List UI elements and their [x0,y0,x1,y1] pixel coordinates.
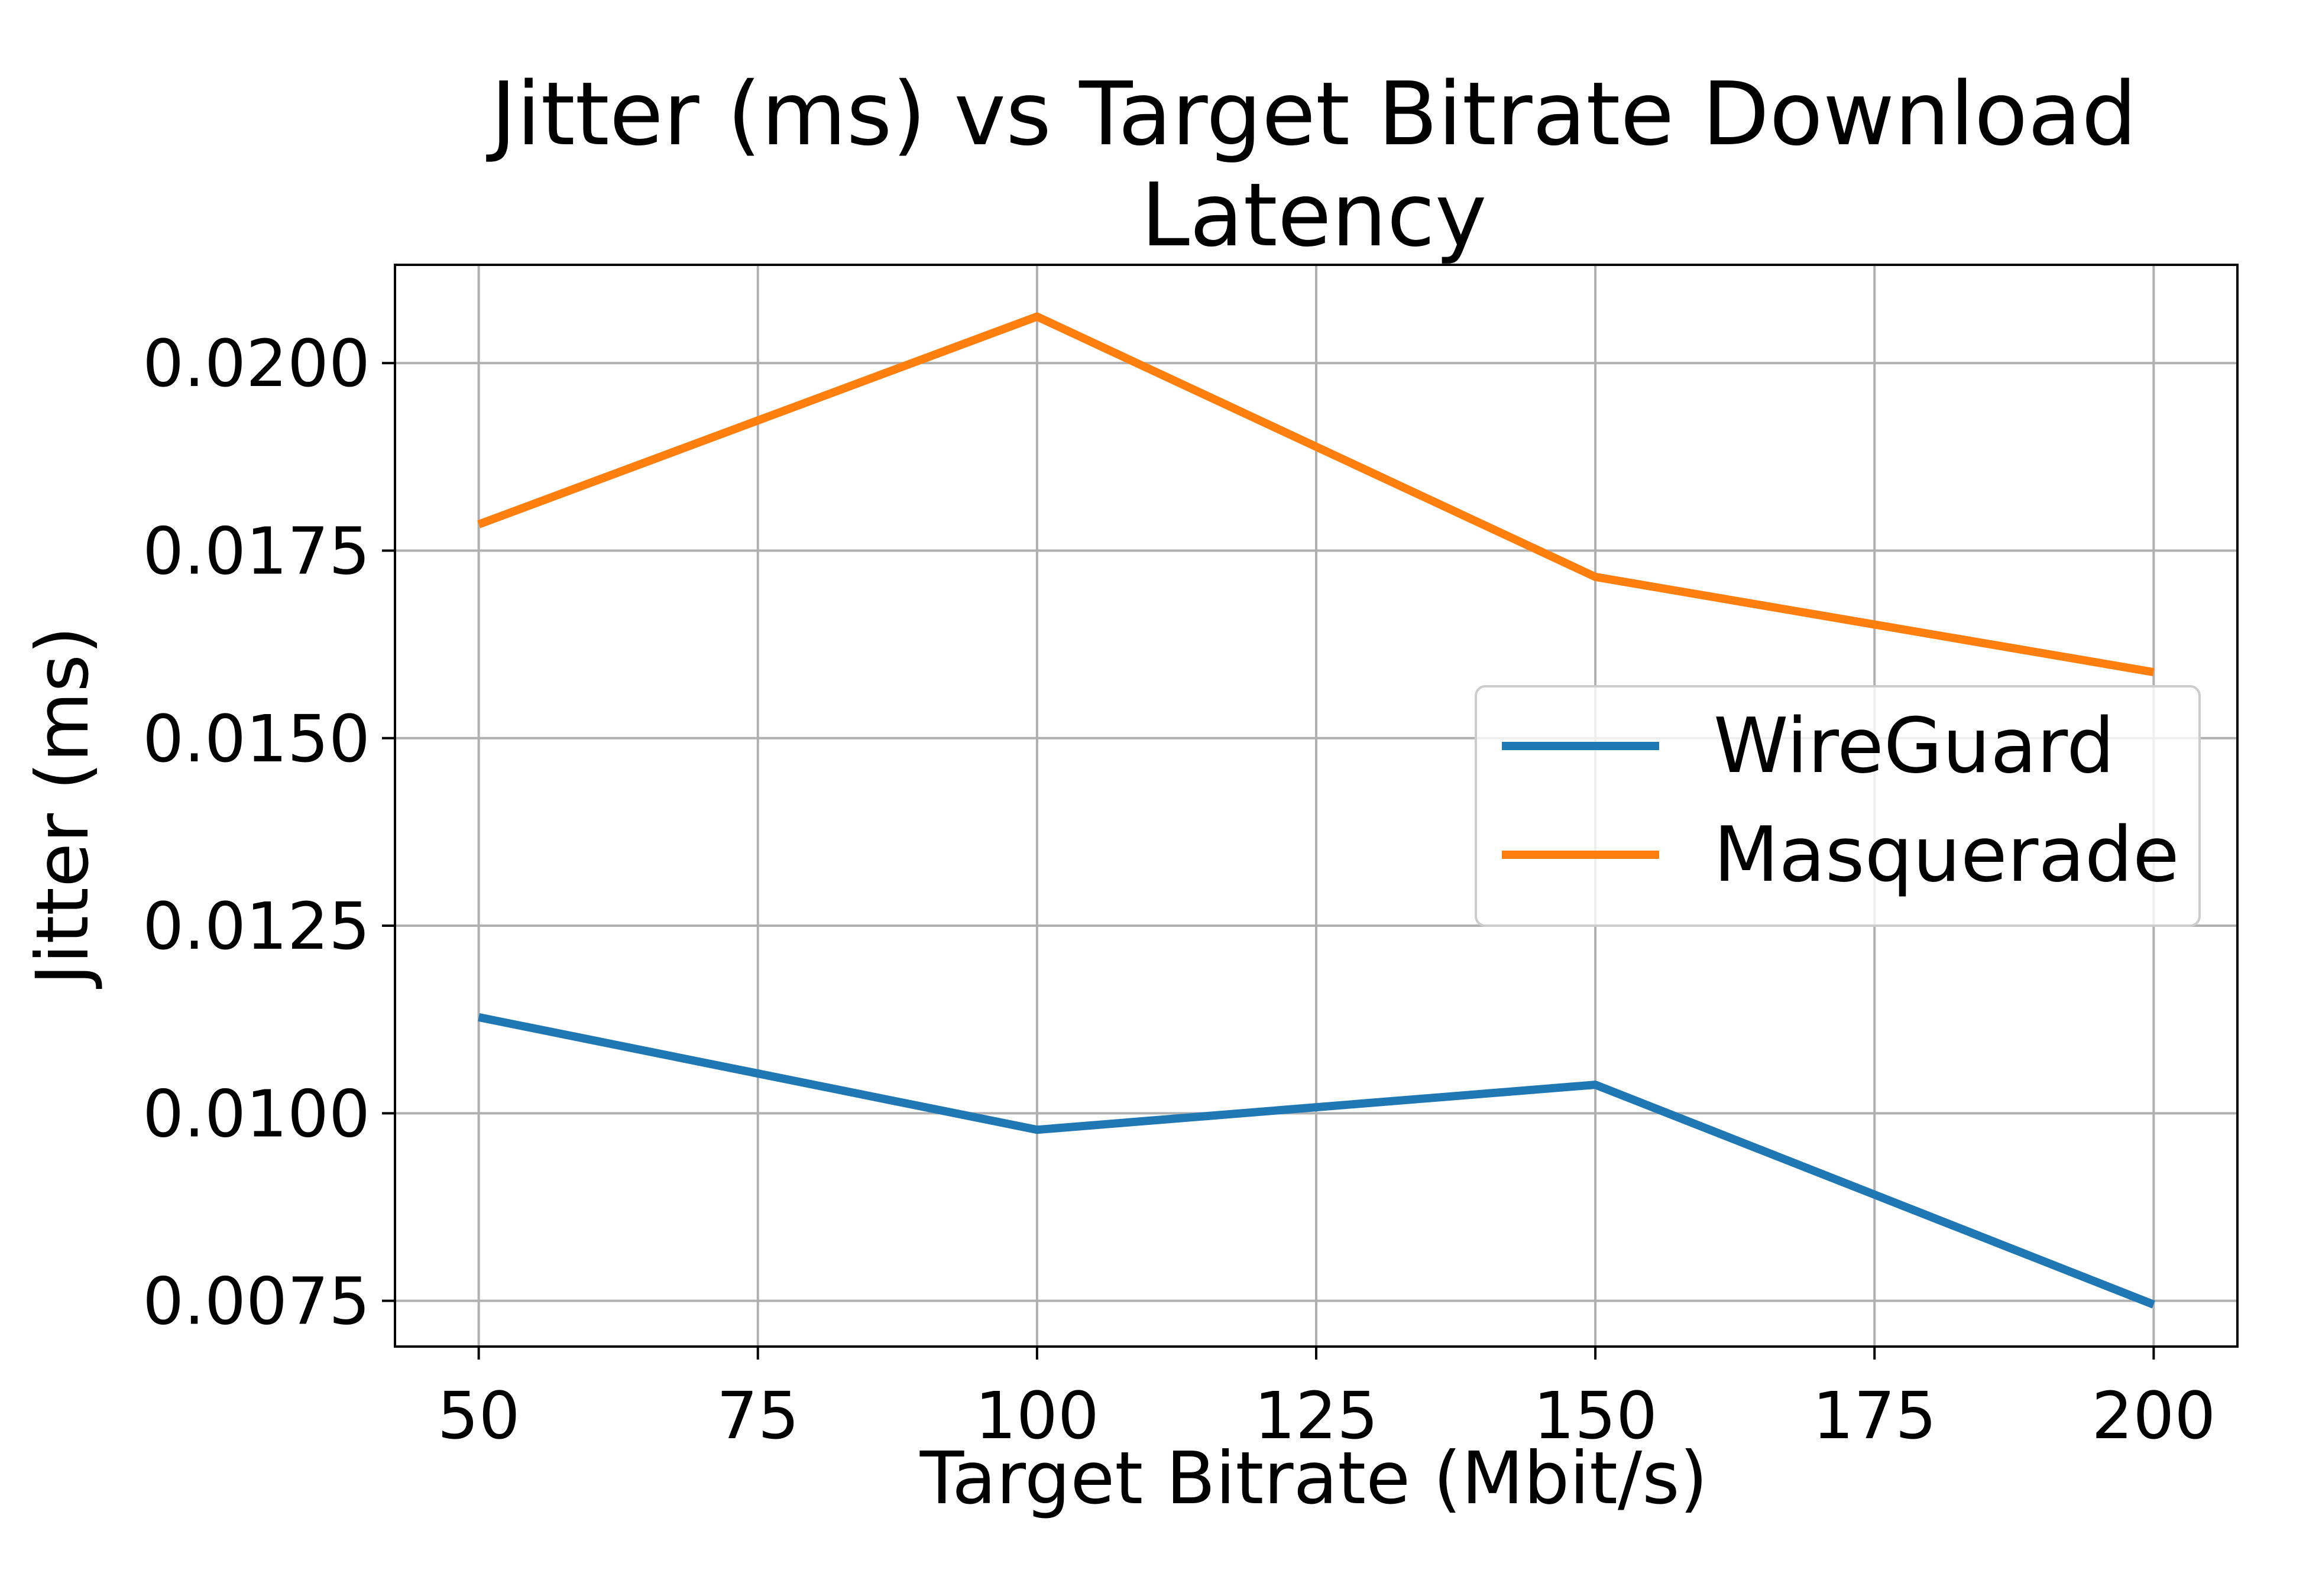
y-tick-label: 0.0125 [142,888,370,964]
y-tick-label: 0.0150 [142,701,370,777]
x-tick-label: 100 [975,1378,1099,1454]
x-tick-label: 150 [1533,1378,1657,1454]
legend-label-masquerade: Masquerade [1714,811,2179,899]
legend-label-wireguard: WireGuard [1714,702,2114,790]
chart-title-line-1: Jitter (ms) vs Target Bitrate Download [486,63,2137,165]
y-tick-label: 0.0175 [142,514,370,589]
y-axis-ticks: 0.0075 0.0100 0.0125 0.0150 0.0175 0.0200 [142,326,395,1339]
legend: WireGuard Masquerade [1475,685,2201,927]
y-tick-label: 0.0100 [142,1076,370,1151]
y-tick-label: 0.0075 [142,1264,370,1339]
x-tick-label: 75 [717,1378,799,1454]
series-line-masquerade [477,312,2155,677]
x-tick-label: 125 [1254,1378,1378,1454]
y-axis-label: Jitter (ms) [21,626,105,989]
y-tick-label: 0.0200 [142,326,370,401]
x-tick-label: 175 [1812,1378,1936,1454]
x-tick-label: 50 [438,1378,520,1454]
x-axis-label: Target Bitrate (Mbit/s) [919,1436,1708,1520]
x-axis-ticks: 50 75 100 125 150 175 200 [438,1347,2216,1454]
chart-title-line-2: Latency [1141,164,1487,266]
series-line-wireguard [478,1013,2155,1309]
x-tick-label: 200 [2091,1378,2216,1454]
series-lines [477,312,2155,1309]
